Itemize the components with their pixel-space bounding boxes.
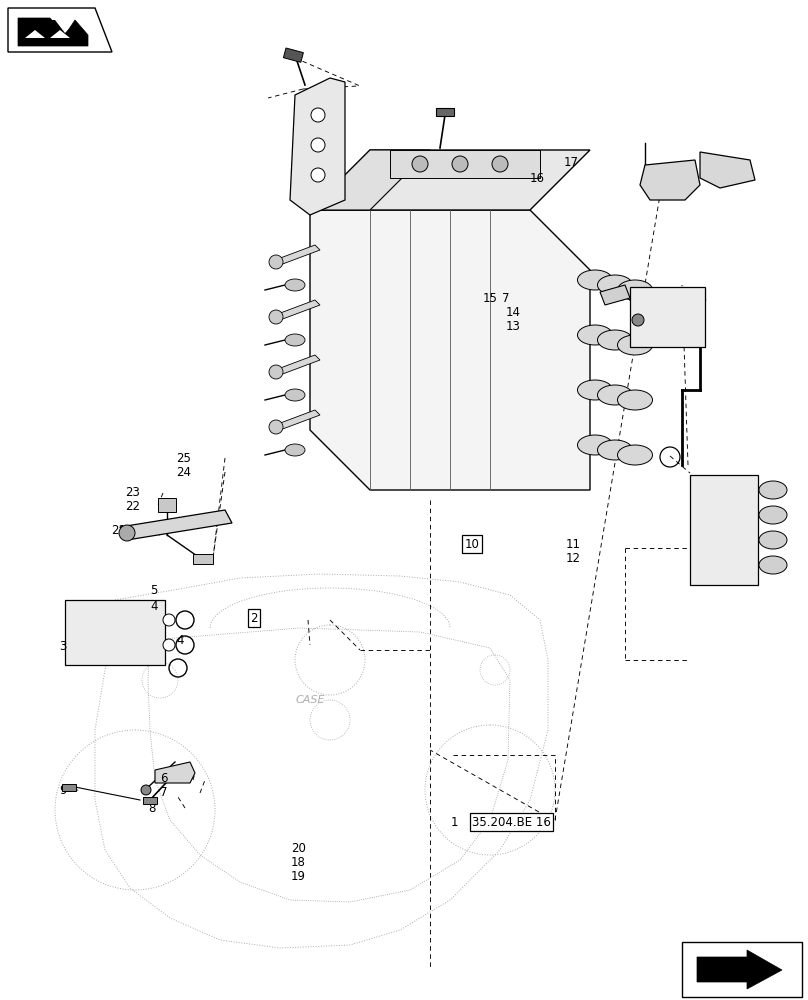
Circle shape xyxy=(269,310,283,324)
Text: 1: 1 xyxy=(451,816,458,828)
Circle shape xyxy=(119,525,135,541)
Circle shape xyxy=(141,785,151,795)
Text: 20: 20 xyxy=(291,842,305,854)
Text: 5: 5 xyxy=(150,584,158,597)
Polygon shape xyxy=(310,210,590,490)
Text: 21: 21 xyxy=(111,524,126,536)
Polygon shape xyxy=(25,30,45,38)
Text: 3: 3 xyxy=(59,641,66,654)
Bar xyxy=(682,942,802,997)
Text: 4: 4 xyxy=(150,599,158,612)
Ellipse shape xyxy=(759,556,787,574)
Text: 11: 11 xyxy=(566,538,581,550)
Polygon shape xyxy=(275,410,320,430)
Ellipse shape xyxy=(597,440,633,460)
Circle shape xyxy=(311,168,325,182)
Text: 15: 15 xyxy=(482,292,497,304)
Polygon shape xyxy=(310,150,590,210)
Circle shape xyxy=(269,255,283,269)
Bar xyxy=(143,797,157,804)
Text: 13: 13 xyxy=(506,320,520,334)
Polygon shape xyxy=(275,245,320,265)
Circle shape xyxy=(163,614,175,626)
Ellipse shape xyxy=(617,335,653,355)
Text: 16: 16 xyxy=(529,172,545,184)
Bar xyxy=(630,287,705,347)
Circle shape xyxy=(311,108,325,122)
Polygon shape xyxy=(310,150,430,210)
Polygon shape xyxy=(155,762,195,783)
Ellipse shape xyxy=(597,330,633,350)
Polygon shape xyxy=(275,300,320,320)
Bar xyxy=(158,498,176,512)
Ellipse shape xyxy=(617,280,653,300)
Ellipse shape xyxy=(578,270,612,290)
Ellipse shape xyxy=(285,334,305,346)
Bar xyxy=(284,48,303,62)
Polygon shape xyxy=(120,510,232,540)
Bar xyxy=(436,108,454,116)
Text: 25: 25 xyxy=(176,452,191,464)
Bar xyxy=(62,784,76,791)
Text: 7: 7 xyxy=(160,786,167,800)
Ellipse shape xyxy=(617,390,653,410)
Text: 18: 18 xyxy=(291,856,305,868)
Bar xyxy=(65,600,165,665)
Ellipse shape xyxy=(285,389,305,401)
Ellipse shape xyxy=(759,531,787,549)
Circle shape xyxy=(412,156,428,172)
Polygon shape xyxy=(18,18,88,46)
Text: 4: 4 xyxy=(176,635,183,648)
Ellipse shape xyxy=(578,325,612,345)
Polygon shape xyxy=(600,285,630,305)
Text: 6: 6 xyxy=(160,772,167,786)
Bar xyxy=(193,554,213,564)
Circle shape xyxy=(269,365,283,379)
Text: 7: 7 xyxy=(502,292,509,304)
Text: 9: 9 xyxy=(59,784,66,796)
Text: CASE: CASE xyxy=(295,695,325,705)
Text: 24: 24 xyxy=(176,466,191,479)
Text: 22: 22 xyxy=(125,500,141,514)
Circle shape xyxy=(269,420,283,434)
Polygon shape xyxy=(697,950,782,989)
Ellipse shape xyxy=(578,380,612,400)
Circle shape xyxy=(452,156,468,172)
Polygon shape xyxy=(640,160,700,200)
Polygon shape xyxy=(20,20,86,45)
Text: 8: 8 xyxy=(148,802,155,814)
Polygon shape xyxy=(700,152,755,188)
Polygon shape xyxy=(290,78,345,215)
Ellipse shape xyxy=(285,444,305,456)
Circle shape xyxy=(163,639,175,651)
Circle shape xyxy=(311,138,325,152)
Text: 12: 12 xyxy=(566,552,581,564)
Text: 23: 23 xyxy=(125,487,140,499)
Circle shape xyxy=(492,156,508,172)
Text: 19: 19 xyxy=(291,869,306,882)
Ellipse shape xyxy=(759,506,787,524)
Ellipse shape xyxy=(578,435,612,455)
Circle shape xyxy=(632,314,644,326)
Polygon shape xyxy=(275,355,320,375)
Polygon shape xyxy=(8,8,112,52)
Ellipse shape xyxy=(597,275,633,295)
Text: 35.204.BE 16: 35.204.BE 16 xyxy=(472,816,551,828)
Ellipse shape xyxy=(617,445,653,465)
Text: 10: 10 xyxy=(465,538,479,550)
Text: 17: 17 xyxy=(563,156,579,169)
Ellipse shape xyxy=(285,279,305,291)
Bar xyxy=(690,475,758,585)
Text: 14: 14 xyxy=(506,306,521,320)
Bar xyxy=(390,150,540,178)
Ellipse shape xyxy=(759,481,787,499)
Ellipse shape xyxy=(597,385,633,405)
Polygon shape xyxy=(50,30,70,38)
Text: 2: 2 xyxy=(250,611,258,624)
